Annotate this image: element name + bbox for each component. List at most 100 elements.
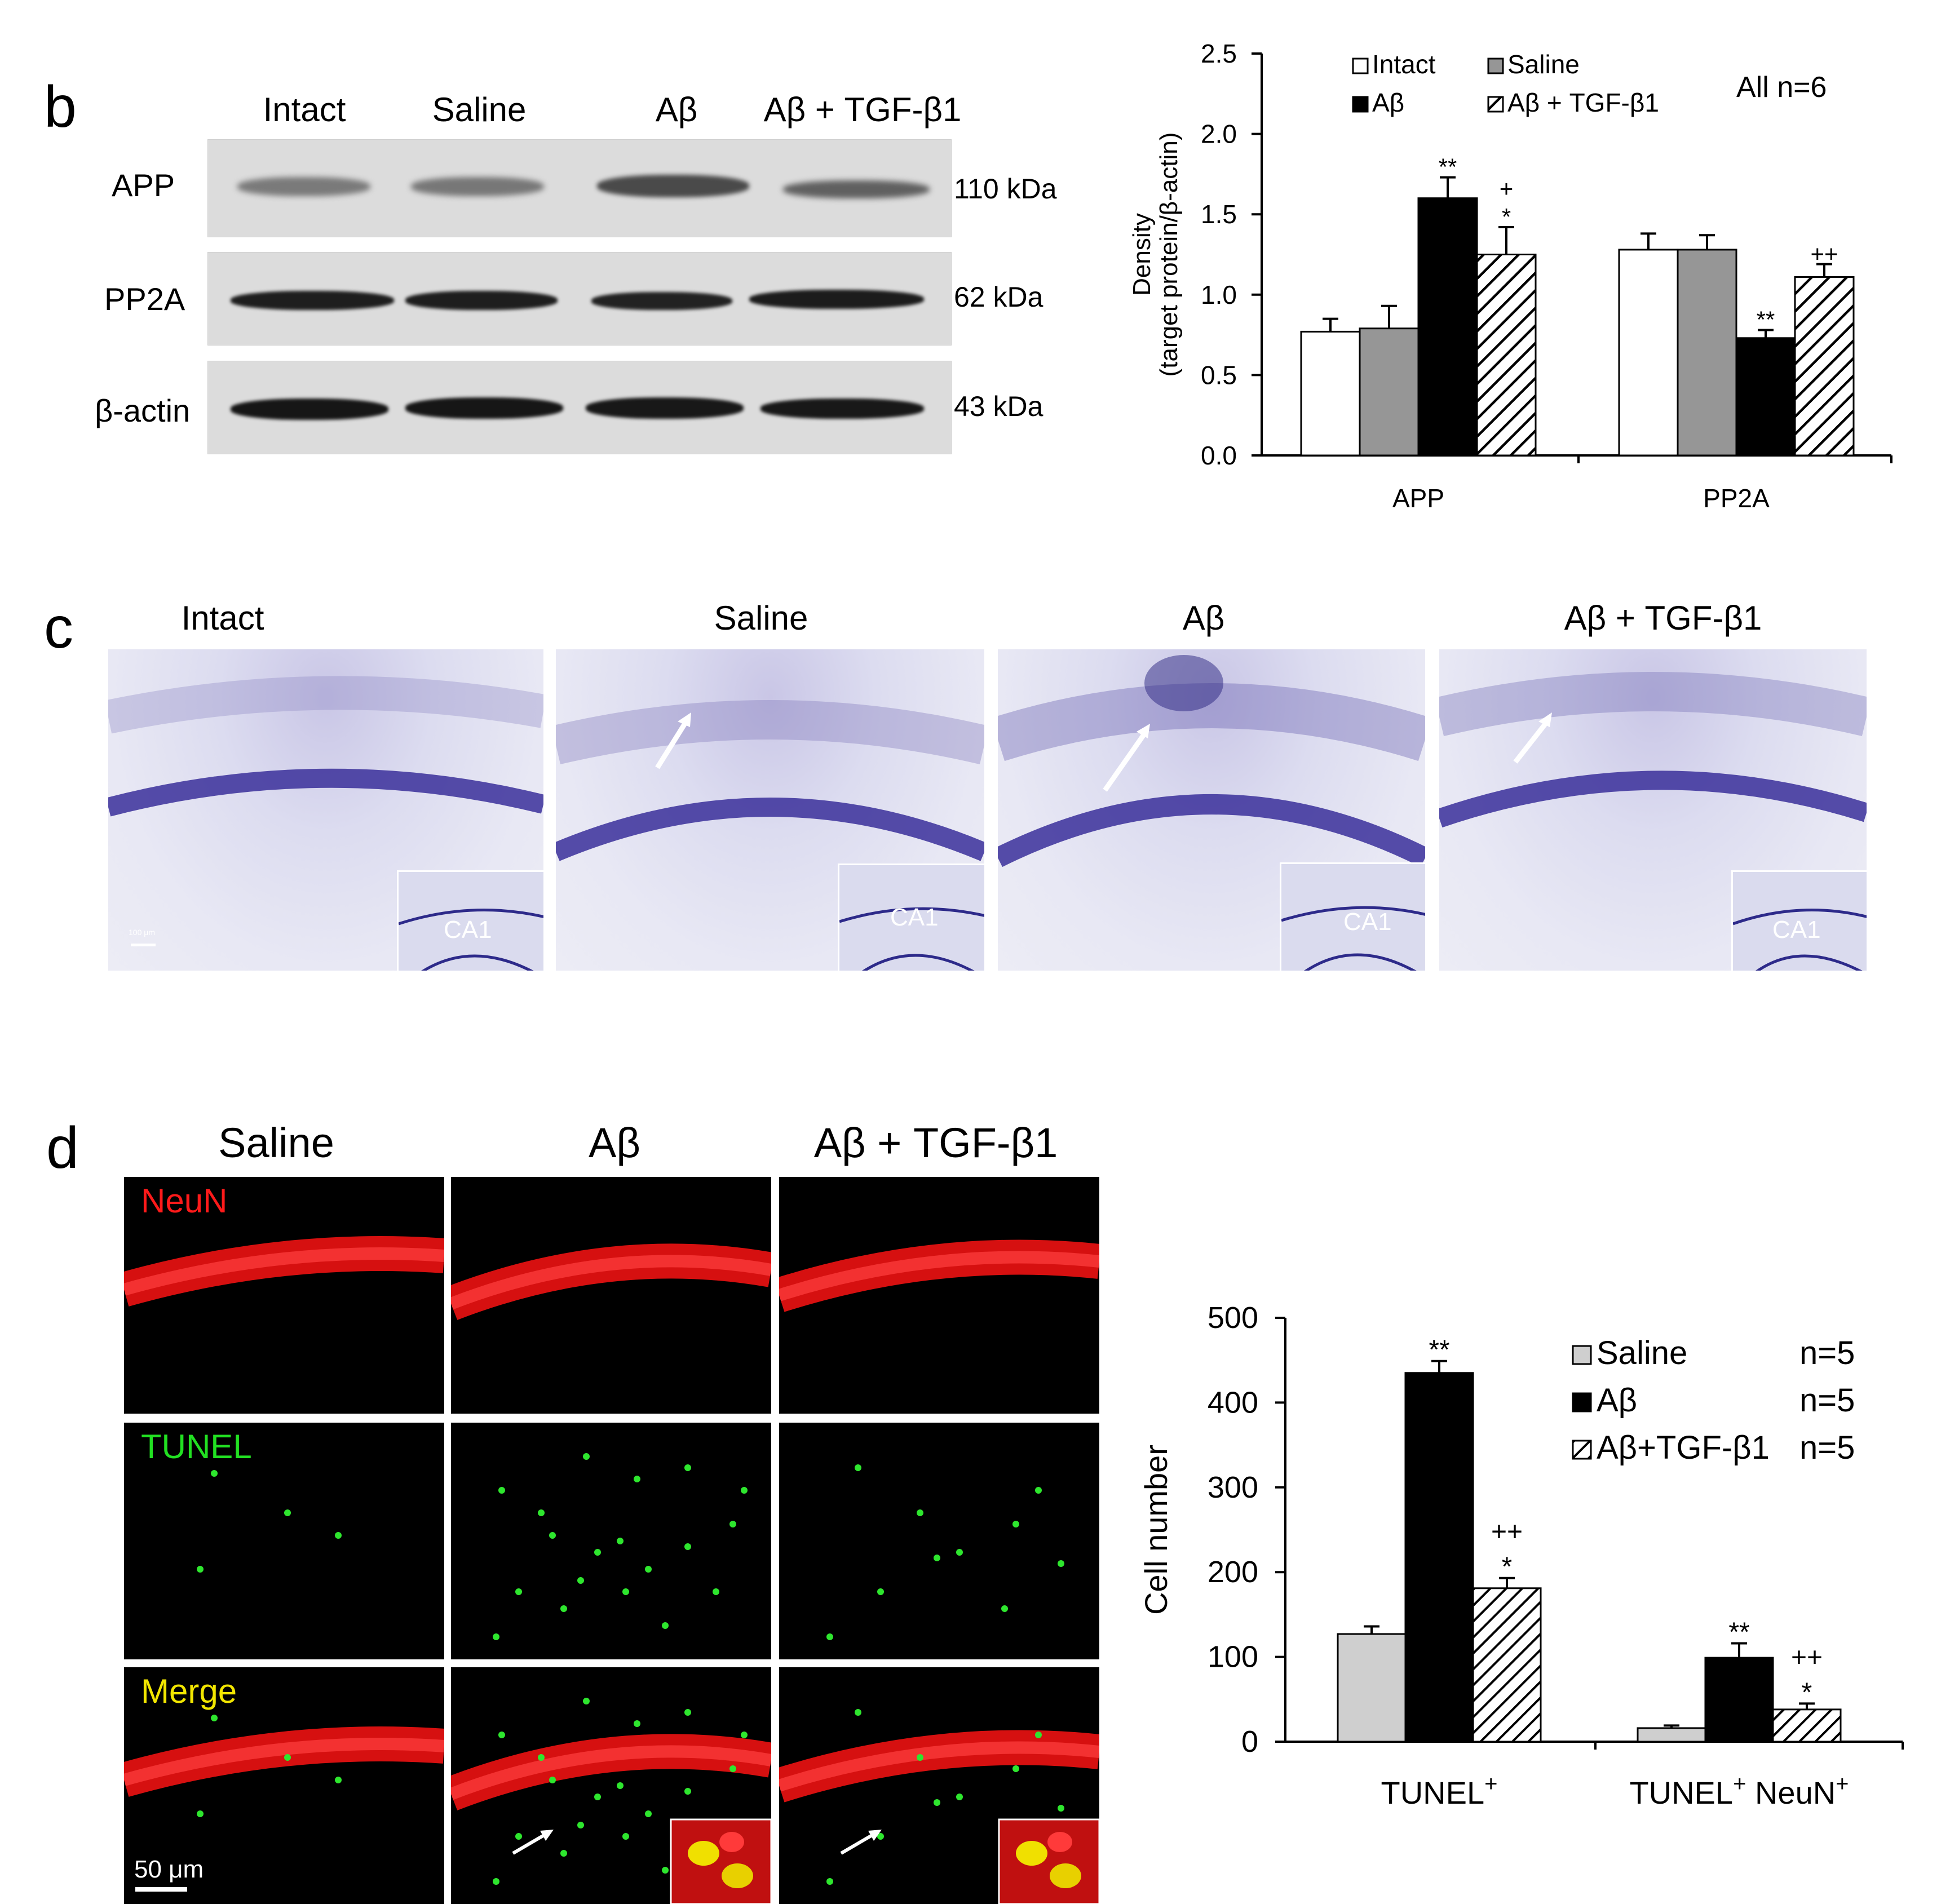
blot-band xyxy=(597,175,749,197)
significance-mark: ++ xyxy=(1491,1517,1523,1547)
blot-kda-pp2a: 62 kDa xyxy=(954,281,1043,313)
legend-label: Saline xyxy=(1507,50,1580,79)
blot-band xyxy=(586,397,744,419)
bar xyxy=(1772,1708,1842,1743)
blot-band xyxy=(231,398,388,420)
bar xyxy=(1476,254,1537,457)
y-tick-label: 2.0 xyxy=(1201,119,1237,149)
blot-lane-abeta: Aβ xyxy=(655,91,698,129)
blot-strip-pp2a xyxy=(207,252,952,346)
y-tick-label: 200 xyxy=(1208,1555,1258,1589)
blot-band xyxy=(749,290,924,309)
x-category-label: TUNEL+ NeuN+ xyxy=(1629,1772,1849,1810)
nissl-col-saline: Saline xyxy=(714,599,808,637)
significance-mark: * xyxy=(1802,1677,1812,1707)
x-category-label: TUNEL+ xyxy=(1381,1772,1498,1810)
nissl-col-abeta: Aβ xyxy=(1182,599,1225,637)
panel-d-letter: d xyxy=(46,1115,79,1181)
fluo-col-abeta: Aβ xyxy=(589,1119,640,1166)
significance-mark: ** xyxy=(1439,154,1457,180)
significance-mark: + xyxy=(1500,175,1514,202)
legend-swatch xyxy=(1572,1440,1592,1460)
nissl-image-saline: CA1 xyxy=(556,649,984,971)
stain-label-tunel: TUNEL xyxy=(141,1428,252,1465)
y-tick-label: 0 xyxy=(1241,1725,1258,1759)
nissl-image-intact: CA1 100 μm xyxy=(108,649,543,971)
blot-band xyxy=(760,398,924,419)
blot-band xyxy=(591,292,732,310)
legend-label: Aβ xyxy=(1372,88,1404,117)
significance-mark: ++ xyxy=(1791,1642,1823,1672)
blot-strip-app xyxy=(207,139,952,237)
significance-mark: * xyxy=(1502,203,1511,230)
y-tick-label: 500 xyxy=(1208,1301,1258,1335)
legend-label: Intact xyxy=(1372,50,1436,79)
y-tick-label: 2.5 xyxy=(1201,39,1237,68)
bar xyxy=(1417,197,1478,457)
legend-n: n=5 xyxy=(1799,1335,1855,1371)
fluorescence-image-tunel-1 xyxy=(451,1423,771,1659)
bar xyxy=(1677,249,1737,457)
panel-b-letter: b xyxy=(44,74,77,140)
significance-mark: * xyxy=(1502,1552,1513,1582)
sample-size-note: All n=6 xyxy=(1736,71,1827,104)
blot-kda-bactin: 43 kDa xyxy=(954,391,1043,422)
scale-bar xyxy=(131,944,156,946)
y-tick-label: 100 xyxy=(1208,1640,1258,1674)
blot-kda-app: 110 kDa xyxy=(954,173,1057,205)
fluorescence-image-neun-1 xyxy=(451,1177,771,1414)
y-axis-label: Density xyxy=(1128,213,1156,296)
blot-lane-intact: Intact xyxy=(263,91,346,129)
blot-lane-abeta-tgf: Aβ + TGF-β1 xyxy=(763,91,962,129)
bar xyxy=(1735,337,1796,457)
bar xyxy=(1704,1657,1774,1743)
nissl-inset: CA1 xyxy=(1280,862,1425,971)
fluorescence-image-neun-2 xyxy=(779,1177,1099,1414)
scale-bar-label: 50 μm xyxy=(134,1856,204,1883)
blot-band xyxy=(405,291,558,310)
blot-lane-saline: Saline xyxy=(432,91,527,129)
scale-bar-label: 100 μm xyxy=(129,928,155,937)
legend-label: Aβ + TGF-β1 xyxy=(1507,88,1659,117)
x-category-label: APP xyxy=(1392,484,1444,513)
fluo-col-saline: Saline xyxy=(218,1119,334,1166)
stain-label-neun: NeuN xyxy=(141,1182,228,1220)
significance-mark: ** xyxy=(1429,1335,1449,1365)
legend-label: Aβ+TGF-β1 xyxy=(1597,1429,1770,1466)
legend-n: n=5 xyxy=(1799,1382,1855,1419)
significance-mark: ++ xyxy=(1810,241,1838,267)
legend-swatch xyxy=(1572,1392,1592,1412)
blot-band xyxy=(405,397,563,419)
legend-swatch xyxy=(1487,57,1504,74)
y-tick-label: 1.0 xyxy=(1201,280,1237,309)
blot-row-label-app: APP xyxy=(112,167,175,203)
y-tick-label: 300 xyxy=(1208,1471,1258,1504)
legend-swatch xyxy=(1352,57,1369,74)
y-tick-label: 400 xyxy=(1208,1385,1258,1419)
panel-c-letter: c xyxy=(44,595,73,661)
fluorescence-image-merge-1 xyxy=(451,1667,771,1904)
bar xyxy=(1618,249,1679,457)
bar xyxy=(1794,276,1855,457)
density-bar-chart: 0.0 0.5 1.0 1.5 2.0 2.5 Density (target protein… xyxy=(1128,39,1892,513)
fluo-col-abeta-tgf: Aβ + TGF-β1 xyxy=(813,1119,1058,1166)
bar xyxy=(1404,1372,1474,1743)
stain-label-merge: Merge xyxy=(141,1672,237,1710)
inset-ca1-label: CA1 xyxy=(444,916,492,944)
significance-mark: ** xyxy=(1757,307,1775,333)
x-category-label: PP2A xyxy=(1703,484,1770,513)
significance-mark: ** xyxy=(1728,1618,1749,1648)
blot-band xyxy=(231,291,394,310)
bar xyxy=(1472,1587,1542,1743)
nissl-col-intact: Intact xyxy=(181,599,264,637)
inset-ca1-label: CA1 xyxy=(1343,908,1392,936)
nissl-inset: CA1 xyxy=(1731,870,1867,971)
fluorescence-image-tunel-2 xyxy=(779,1423,1099,1659)
y-tick-label: 0.5 xyxy=(1201,360,1237,389)
blot-band xyxy=(783,180,930,198)
legend-swatch xyxy=(1352,96,1369,113)
bar xyxy=(1637,1727,1706,1743)
y-axis-label: Cell number xyxy=(1138,1445,1174,1615)
blot-strip-bactin xyxy=(207,361,952,454)
